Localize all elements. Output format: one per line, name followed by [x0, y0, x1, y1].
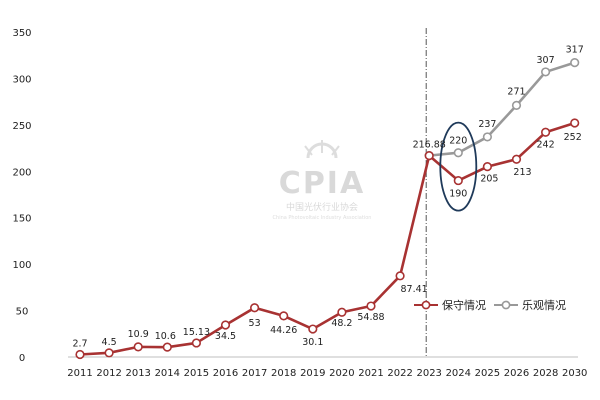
y-tick-label: 300: [12, 74, 31, 85]
conservative-point: [191, 338, 201, 348]
conservative-point: [366, 301, 376, 311]
conservative-data-label: 190: [449, 189, 467, 200]
x-tick-label: 2015: [184, 368, 209, 379]
conservative-point: [395, 271, 405, 281]
x-tick-label: 2013: [125, 368, 150, 379]
conservative-point: [511, 154, 522, 164]
conservative-data-label: 87.41: [400, 284, 427, 295]
watermark-subtitle-en: China Photovoltaic Industry Association: [273, 215, 372, 221]
x-tick-label: 2016: [213, 368, 238, 379]
conservative-point: [337, 307, 347, 317]
x-tick-label: 2024: [446, 368, 471, 379]
conservative-data-label: 10.9: [128, 329, 149, 340]
x-tick-label: 2014: [155, 368, 180, 379]
conservative-point: [308, 324, 318, 334]
x-tick-label: 2022: [387, 368, 412, 379]
axes: 0 50 100 150 200 250 300 350 2011 2012 2013 2014 201…: [12, 28, 587, 379]
conservative-data-label: 242: [537, 139, 555, 150]
legend: 保守情况 乐观情况: [414, 298, 566, 312]
y-tick-label: 0: [19, 353, 25, 364]
optimistic-data-label: 307: [537, 55, 555, 66]
x-tick-label: 2025: [475, 368, 500, 379]
conservative-point: [220, 320, 231, 330]
legend-label: 乐观情况: [522, 299, 566, 312]
conservative-point: [279, 311, 289, 321]
y-tick-label: 350: [12, 28, 31, 39]
optimistic-point: [482, 132, 493, 142]
watermark-text: CPIA: [279, 166, 365, 201]
conservative-data-label: 10.6: [155, 331, 176, 342]
conservative-data-label: 34.5: [215, 331, 236, 342]
legend-label: 保守情况: [442, 298, 486, 312]
conservative-point: [540, 127, 551, 137]
conservative-point: [482, 162, 493, 172]
conservative-data-label: 252: [564, 132, 582, 143]
x-tick-label: 2017: [242, 368, 267, 379]
legend-marker: [501, 300, 511, 310]
chart-marks: [75, 58, 580, 360]
x-tick-label: 2012: [96, 368, 121, 379]
x-tick-label: 2026: [504, 368, 529, 379]
y-tick-label: 150: [12, 214, 31, 225]
conservative-point: [104, 348, 114, 358]
watermark-subtitle: 中国光伏行业协会: [286, 201, 358, 213]
conservative-point: [162, 342, 172, 352]
y-tick-label: 200: [12, 167, 31, 178]
conservative-data-label: 44.26: [270, 325, 297, 336]
conservative-point: [424, 151, 434, 161]
legend-marker: [421, 300, 431, 310]
x-tick-label: 2023: [416, 368, 441, 379]
conservative-point: [250, 303, 260, 313]
optimistic-point: [540, 67, 551, 77]
cpia-logo-icon: [304, 140, 340, 159]
conservative-data-label: 4.5: [102, 337, 117, 348]
conservative-line: [78, 121, 576, 356]
x-tick-label: 2030: [562, 368, 587, 379]
x-tick-label: 2020: [329, 368, 354, 379]
x-tick-label: 2028: [533, 368, 558, 379]
conservative-data-label: 48.2: [331, 318, 352, 329]
cpia-watermark: CPIA 中国光伏行业协会 China Photovoltaic Industr…: [273, 140, 372, 221]
optimistic-point: [570, 58, 580, 68]
x-tick-label: 2018: [271, 368, 296, 379]
conservative-point: [453, 175, 463, 186]
conservative-data-label: 53: [249, 318, 261, 329]
highlight-ellipse: [439, 121, 478, 212]
y-tick-label: 250: [12, 121, 31, 132]
optimistic-data-label: 271: [507, 86, 525, 97]
x-tick-label: 2019: [300, 368, 325, 379]
conservative-data-label: 30.1: [302, 337, 323, 348]
y-tick-label: 100: [12, 260, 31, 271]
conservative-point: [570, 118, 580, 128]
conservative-data-label: 205: [480, 174, 498, 185]
optimistic-data-label: 220: [449, 136, 467, 147]
optimistic-point: [453, 148, 463, 158]
data-labels: 2.7 4.5 10.9 10.6 15.13 34.5 53 44.26 30.1 48.2 54…: [72, 45, 583, 350]
optimistic-line: [427, 61, 576, 157]
x-tick-label: 2021: [358, 368, 383, 379]
optimistic-point: [511, 100, 522, 110]
conservative-point: [75, 349, 85, 360]
x-tick-label: 2011: [67, 368, 92, 379]
optimistic-data-label: 317: [566, 45, 584, 56]
conservative-point: [133, 342, 143, 352]
conservative-data-label: 15.13: [183, 327, 210, 338]
conservative-data-label: 216.88: [413, 140, 446, 151]
y-tick-label: 50: [16, 307, 29, 318]
conservative-data-label: 213: [513, 167, 531, 178]
conservative-data-label: 2.7: [72, 338, 87, 349]
optimistic-data-label: 237: [478, 119, 496, 130]
conservative-data-label: 54.88: [357, 312, 384, 323]
